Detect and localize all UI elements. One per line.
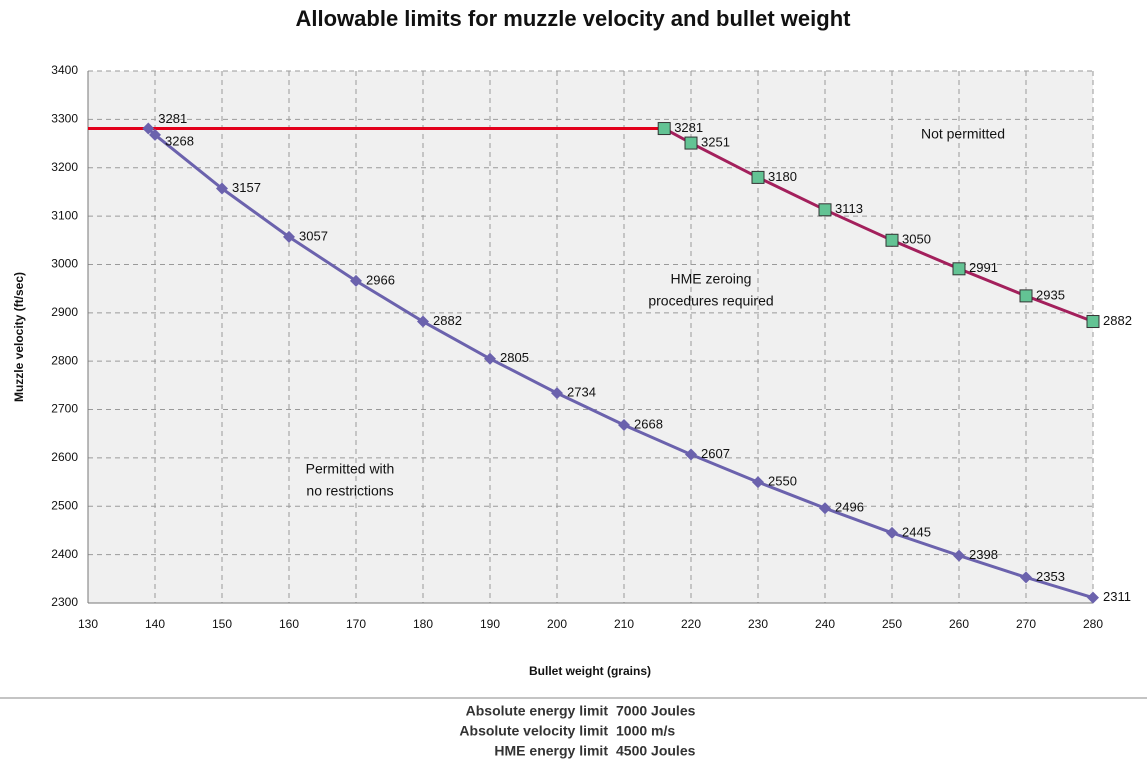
y-tick-label: 3300 (51, 112, 78, 126)
data-label: 3281 (158, 111, 187, 126)
chart-title: Allowable limits for muzzle velocity and… (296, 6, 852, 31)
y-tick-label: 3100 (51, 208, 78, 222)
marker (484, 352, 496, 365)
x-tick-label: 160 (279, 617, 299, 631)
marker (142, 122, 155, 135)
marker (952, 262, 966, 276)
y-axis-label: Muzzle velocity (ft/sec) (12, 272, 26, 402)
marker (1087, 591, 1099, 604)
marker (216, 182, 228, 195)
annotation: procedures required (648, 293, 773, 309)
marker (953, 549, 965, 562)
x-tick-label: 240 (815, 617, 835, 631)
y-tick-label: 3400 (51, 63, 78, 77)
x-tick-label: 220 (681, 617, 701, 631)
data-label: 2607 (701, 446, 730, 461)
footer-label: Absolute energy limit (466, 703, 609, 719)
data-label: 2550 (768, 474, 797, 489)
x-tick-label: 280 (1083, 617, 1103, 631)
x-tick-label: 180 (413, 617, 433, 631)
x-tick-label: 190 (480, 617, 500, 631)
x-tick-label: 210 (614, 617, 634, 631)
data-label: 3180 (768, 169, 797, 184)
data-label: 2966 (366, 272, 395, 287)
marker (685, 448, 697, 461)
marker (751, 170, 765, 184)
footer-value: 7000 Joules (616, 703, 696, 719)
marker (149, 128, 161, 141)
data-label: 3050 (902, 232, 931, 247)
marker (886, 526, 898, 539)
footer-value: 1000 m/s (616, 723, 675, 739)
x-tick-label: 230 (748, 617, 768, 631)
marker (819, 502, 831, 515)
x-tick-label: 270 (1016, 617, 1036, 631)
series-line (663, 127, 1094, 323)
x-tick-label: 150 (212, 617, 232, 631)
marker (684, 136, 698, 150)
y-tick-label: 3200 (51, 160, 78, 174)
y-tick-label: 2700 (51, 402, 78, 416)
marker (283, 230, 295, 243)
data-label: 2496 (835, 500, 864, 515)
marker (1019, 289, 1033, 303)
y-tick-label: 2300 (51, 595, 78, 609)
data-label: 2668 (634, 416, 663, 431)
plot-area (88, 71, 1093, 603)
data-label: 2882 (1103, 313, 1132, 328)
y-tick-label: 2900 (51, 305, 78, 319)
marker (551, 387, 563, 400)
y-tick-label: 2500 (51, 498, 78, 512)
data-label: 3281 (674, 120, 703, 135)
marker (618, 419, 630, 432)
data-label: 2311 (1103, 589, 1131, 604)
data-label: 2445 (902, 524, 931, 539)
data-label: 3251 (701, 134, 730, 149)
marker (657, 122, 671, 136)
data-label: 3113 (835, 201, 863, 216)
data-label: 2353 (1036, 569, 1065, 584)
annotation: Permitted with (306, 461, 395, 477)
data-label: 2805 (500, 350, 529, 365)
footer-label: Absolute velocity limit (459, 723, 608, 739)
data-label: 2882 (433, 313, 462, 328)
y-tick-label: 3000 (51, 257, 78, 271)
y-tick-label: 2400 (51, 547, 78, 561)
data-label: 2734 (567, 385, 596, 400)
marker (818, 203, 832, 217)
marker (885, 233, 899, 247)
series-line (147, 127, 1094, 600)
marker (1020, 571, 1032, 584)
y-tick-label: 2800 (51, 353, 78, 367)
x-axis-label: Bullet weight (grains) (529, 664, 651, 678)
y-tick-label: 2600 (51, 450, 78, 464)
data-label: 2398 (969, 547, 998, 562)
marker (417, 315, 429, 328)
data-label: 3057 (299, 228, 328, 243)
x-tick-label: 130 (78, 617, 98, 631)
marker (1086, 315, 1100, 329)
annotation: HME zeroing (671, 271, 752, 287)
annotation: no restrictions (306, 483, 393, 499)
marker (752, 476, 764, 489)
footer-value: 4500 Joules (616, 743, 696, 759)
data-label: 3157 (232, 180, 261, 195)
x-tick-label: 140 (145, 617, 165, 631)
annotation: Not permitted (921, 126, 1005, 142)
x-tick-label: 200 (547, 617, 567, 631)
data-label: 2935 (1036, 287, 1065, 302)
x-tick-label: 260 (949, 617, 969, 631)
x-tick-label: 170 (346, 617, 366, 631)
marker (350, 274, 362, 287)
data-label: 3268 (165, 133, 194, 148)
data-label: 2991 (969, 260, 998, 275)
footer-label: HME energy limit (494, 743, 608, 759)
x-tick-label: 250 (882, 617, 902, 631)
